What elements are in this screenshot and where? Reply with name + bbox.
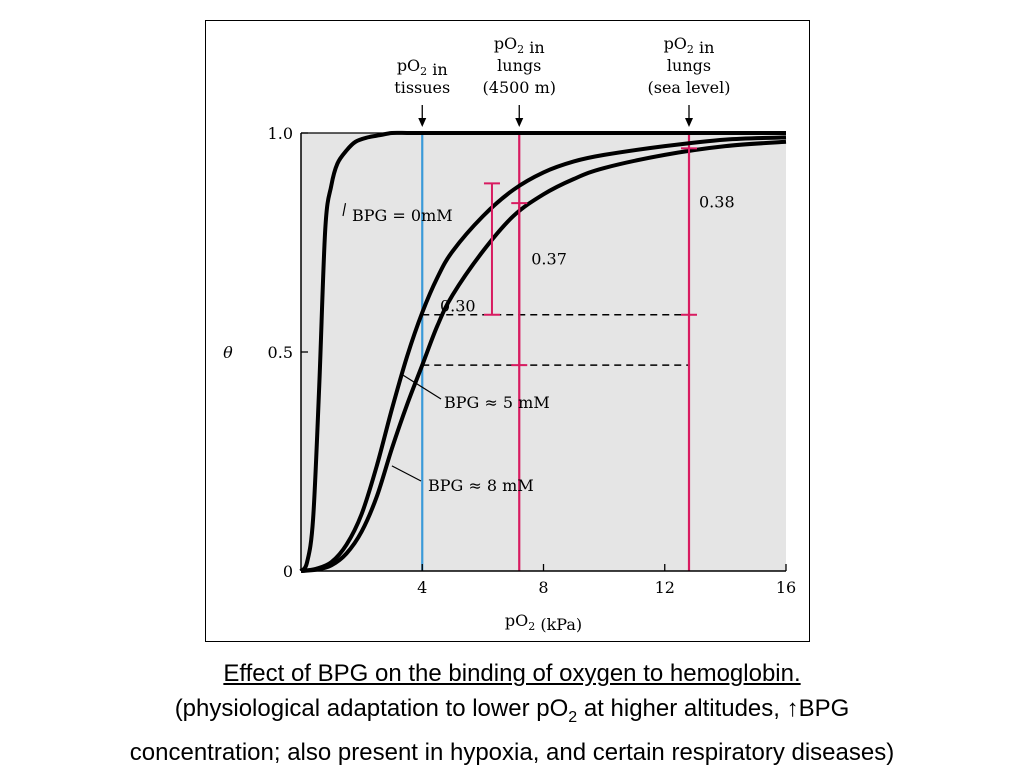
annotation-label-0: 0.30 xyxy=(440,296,476,315)
figure-panel: pO2 in tissues pO2 in lungs (4500 m) pO2 in lu… xyxy=(205,20,810,642)
y-tick-label-1: 0.5 xyxy=(268,343,293,362)
x-tick-label-1: 8 xyxy=(538,578,548,597)
curve-leader-0 xyxy=(342,202,347,217)
annotation-label-2: 0.38 xyxy=(699,192,735,211)
y-tick-label-0: 0 xyxy=(283,562,293,581)
top-label-2-line-0: pO2 in xyxy=(664,34,715,57)
top-label-2-line-2: (sea level) xyxy=(648,78,731,97)
top-label-0-line-0: pO2 in xyxy=(397,56,448,79)
plot-background xyxy=(301,133,786,571)
curve-leader-2 xyxy=(391,465,422,482)
figure-caption: Effect of BPG on the binding of oxygen t… xyxy=(0,656,1024,770)
y-axis-title: θ xyxy=(223,343,233,362)
caption-line3: concentration; also present in hypoxia, … xyxy=(129,738,895,766)
caption-line2: (physiological adaptation to lower pO2 a… xyxy=(174,695,850,726)
x-tick-label-0: 4 xyxy=(417,578,427,597)
top-arrow-head-0 xyxy=(418,118,427,127)
y-tick-label-2: 1.0 xyxy=(268,124,293,143)
curve-label-0: BPG = 0mM xyxy=(352,206,453,225)
top-arrow-head-1 xyxy=(515,118,524,127)
top-label-1-line-1: lungs xyxy=(497,56,541,75)
top-label-1-line-2: (4500 m) xyxy=(483,78,556,97)
caption-title: Effect of BPG on the binding of oxygen t… xyxy=(223,660,801,687)
curve-2 xyxy=(300,139,787,573)
x-tick-label-3: 16 xyxy=(776,578,796,597)
top-label-0-line-1: tissues xyxy=(394,78,450,97)
curve-leader-1 xyxy=(400,373,442,400)
curve-label-1: BPG ≈ 5 mM xyxy=(444,393,550,412)
curve-1 xyxy=(300,135,787,573)
top-label-1-line-0: pO2 in xyxy=(494,34,545,57)
top-label-2-line-1: lungs xyxy=(667,56,711,75)
annotation-label-1: 0.37 xyxy=(531,249,567,268)
x-tick-label-2: 12 xyxy=(655,578,675,597)
curve-label-2: BPG ≈ 8 mM xyxy=(428,476,534,495)
x-axis-title: pO2 (kPa) xyxy=(505,611,582,634)
top-arrow-head-2 xyxy=(685,118,693,127)
